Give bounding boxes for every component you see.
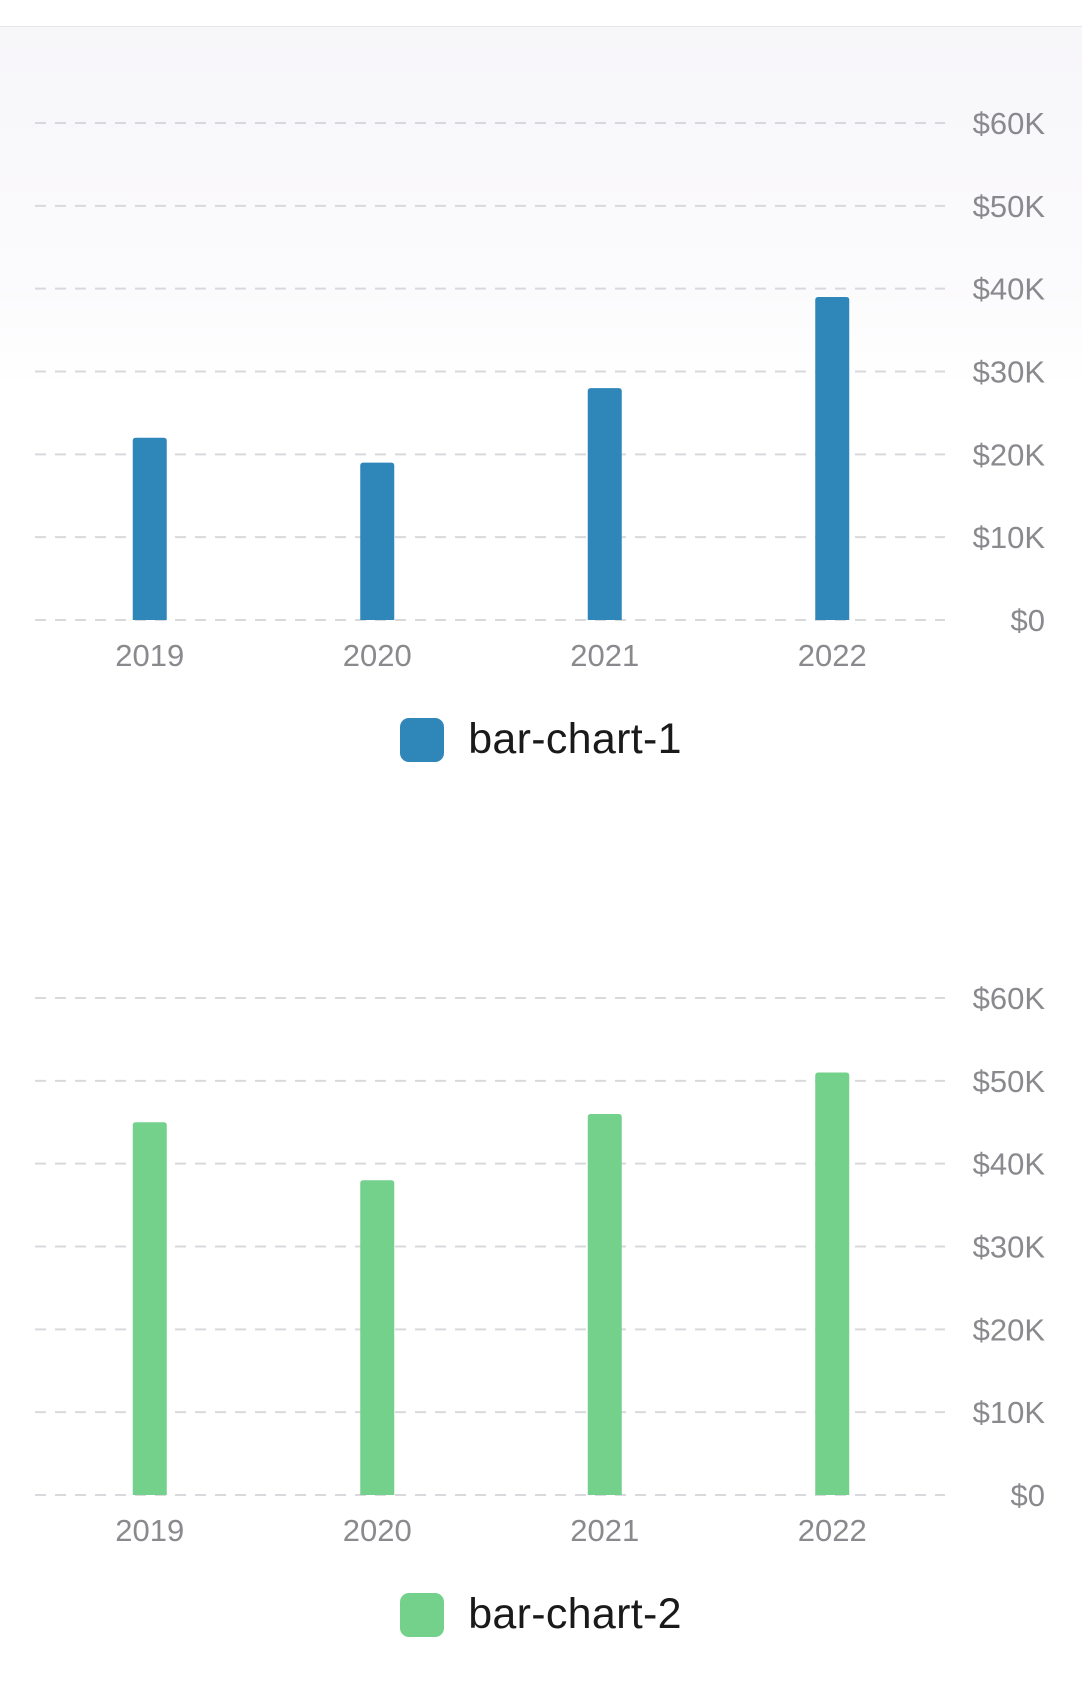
y-tick-label: $10K — [973, 1395, 1046, 1430]
top-bar — [0, 0, 1082, 27]
bar-2022[interactable] — [815, 1072, 850, 1495]
y-tick-label: $20K — [973, 437, 1046, 472]
legend-label: bar-chart-1 — [468, 715, 682, 763]
x-tick-label: 2022 — [798, 1513, 867, 1548]
legend-label: bar-chart-2 — [468, 1590, 682, 1638]
bar-2021[interactable] — [587, 388, 622, 620]
y-tick-label: $40K — [973, 1147, 1046, 1182]
header-shade — [0, 27, 1082, 387]
bar-2019[interactable] — [132, 1122, 167, 1495]
y-tick-label: $60K — [973, 106, 1046, 141]
legend: bar-chart-1 — [0, 715, 1082, 764]
legend-swatch — [400, 1592, 445, 1637]
x-tick-label: 2020 — [343, 1513, 412, 1548]
y-tick-label: $30K — [973, 355, 1046, 390]
y-tick-label: $0 — [1011, 603, 1045, 638]
bar-2021[interactable] — [587, 1113, 622, 1495]
legend-swatch — [400, 717, 445, 762]
bar-chart-1-panel: $0 $10K $20K $30K $40K $50K $60K 2019 2020 2021 20… — [0, 0, 1082, 763]
y-tick-label: $50K — [973, 1064, 1046, 1099]
bar-chart-2-plot: $0 $10K $20K $30K $40K $50K $60K 2019 2020 2021 20… — [35, 981, 1046, 1548]
x-tick-label: 2019 — [115, 638, 184, 673]
bar-chart-1-plot: $0 $10K $20K $30K $40K $50K $60K 2019 2020 2021 20… — [35, 106, 1046, 673]
x-tick-label: 2021 — [570, 1513, 639, 1548]
x-tick-label: 2022 — [798, 638, 867, 673]
y-tick-label: $40K — [973, 272, 1046, 307]
bar-chart-2-panel: $0 $10K $20K $30K $40K $50K $60K 2019 2020 2021 20… — [0, 875, 1082, 1638]
legend: bar-chart-2 — [0, 1590, 1082, 1639]
bar-2020[interactable] — [360, 462, 395, 620]
x-tick-label: 2020 — [343, 638, 412, 673]
y-tick-label: $20K — [973, 1312, 1046, 1347]
y-tick-label: $60K — [973, 981, 1046, 1016]
bar-2020[interactable] — [360, 1180, 395, 1495]
y-tick-label: $30K — [973, 1230, 1046, 1265]
x-tick-label: 2021 — [570, 638, 639, 673]
y-tick-label: $0 — [1011, 1478, 1045, 1513]
bar-2022[interactable] — [815, 296, 850, 620]
y-tick-label: $50K — [973, 189, 1046, 224]
x-tick-label: 2019 — [115, 1513, 184, 1548]
bar-2019[interactable] — [132, 437, 167, 620]
y-tick-label: $10K — [973, 520, 1046, 555]
